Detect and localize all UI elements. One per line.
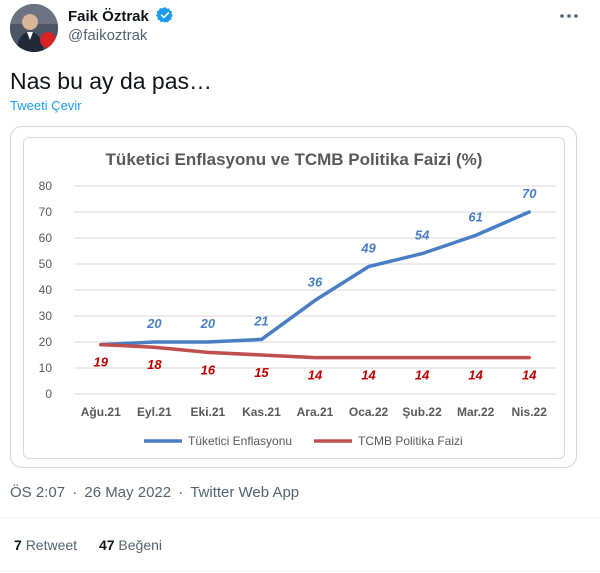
x-tick-label: Ara.21 xyxy=(297,405,334,419)
data-label: 20 xyxy=(200,316,216,331)
handle[interactable]: @faikoztrak xyxy=(68,27,148,44)
y-tick-label: 50 xyxy=(39,257,53,271)
data-label: 14 xyxy=(308,368,323,383)
data-label: 14 xyxy=(415,368,430,383)
verified-badge-icon xyxy=(156,6,174,28)
series-line-2 xyxy=(99,342,531,360)
y-tick-label: 70 xyxy=(39,205,53,219)
y-tick-label: 80 xyxy=(39,179,53,193)
data-label: 15 xyxy=(254,365,269,380)
data-label: 14 xyxy=(522,368,537,383)
x-tick-label: Kas.21 xyxy=(242,405,281,419)
data-label: 49 xyxy=(360,241,376,256)
tweet-image[interactable]: Tüketici Enflasyonu ve TCMB Politika Fai… xyxy=(10,126,577,468)
y-tick-label: 0 xyxy=(45,387,52,401)
y-tick-label: 10 xyxy=(39,361,53,375)
tweet-date[interactable]: 26 May 2022 xyxy=(84,484,172,501)
meta-separator: · xyxy=(72,484,78,501)
display-name-text: Faik Öztrak xyxy=(68,8,149,25)
data-label: 18 xyxy=(147,357,162,372)
data-label: 14 xyxy=(361,368,376,383)
y-tick-label: 20 xyxy=(39,335,53,349)
series-line-1 xyxy=(99,210,531,347)
retweet-count[interactable]: 7 Retweet xyxy=(14,537,77,553)
data-label: 21 xyxy=(253,313,268,328)
data-label: 36 xyxy=(308,274,323,289)
x-tick-label: Eki.21 xyxy=(191,405,226,419)
tweet-source: Twitter Web App xyxy=(190,484,300,501)
tweet-time[interactable]: ÖS 2:07 xyxy=(10,484,66,501)
meta-separator: · xyxy=(178,484,184,501)
y-tick-label: 30 xyxy=(39,309,53,323)
x-tick-label: Mar.22 xyxy=(457,405,495,419)
line-chart: Tüketici Enflasyonu ve TCMB Politika Fai… xyxy=(39,150,556,448)
chart-frame: Tüketici Enflasyonu ve TCMB Politika Fai… xyxy=(23,137,565,459)
legend-label: Tüketici Enflasyonu xyxy=(188,434,292,448)
data-label: 20 xyxy=(146,316,162,331)
more-options-icon[interactable] xyxy=(555,6,583,26)
like-count-value: 47 xyxy=(98,537,115,553)
like-label: Beğeni xyxy=(118,537,162,553)
data-label: 54 xyxy=(415,228,430,243)
avatar[interactable] xyxy=(10,4,58,52)
engagement-stats: 7 Retweet 47 Beğeni xyxy=(14,537,180,553)
divider xyxy=(0,517,600,518)
legend-label: TCMB Politika Faizi xyxy=(358,434,463,448)
data-label: 70 xyxy=(522,186,537,201)
tweet-meta: ÖS 2:07 · 26 May 2022 · Twitter Web App xyxy=(10,484,299,501)
tweet-text: Nas bu ay da pas… xyxy=(10,68,213,94)
y-tick-label: 40 xyxy=(39,283,53,297)
x-tick-label: Şub.22 xyxy=(402,405,442,419)
data-label: 14 xyxy=(468,368,483,383)
data-label: 19 xyxy=(94,355,109,370)
retweet-label: Retweet xyxy=(25,537,78,553)
chart-title: Tüketici Enflasyonu ve TCMB Politika Fai… xyxy=(106,150,483,169)
y-tick-label: 60 xyxy=(39,231,53,245)
x-tick-label: Ağu.21 xyxy=(81,405,121,419)
display-name[interactable]: Faik Öztrak xyxy=(68,6,174,28)
x-tick-label: Nis.22 xyxy=(512,405,548,419)
divider xyxy=(0,571,600,572)
x-tick-label: Eyl.21 xyxy=(137,405,172,419)
profile-photo xyxy=(10,4,58,52)
data-label: 61 xyxy=(468,209,482,224)
retweet-count-value: 7 xyxy=(14,537,22,553)
like-count[interactable]: 47 Beğeni xyxy=(99,537,162,553)
x-tick-label: Oca.22 xyxy=(349,405,389,419)
data-label: 16 xyxy=(201,362,216,377)
translate-tweet-link[interactable]: Tweeti Çevir xyxy=(10,98,82,113)
